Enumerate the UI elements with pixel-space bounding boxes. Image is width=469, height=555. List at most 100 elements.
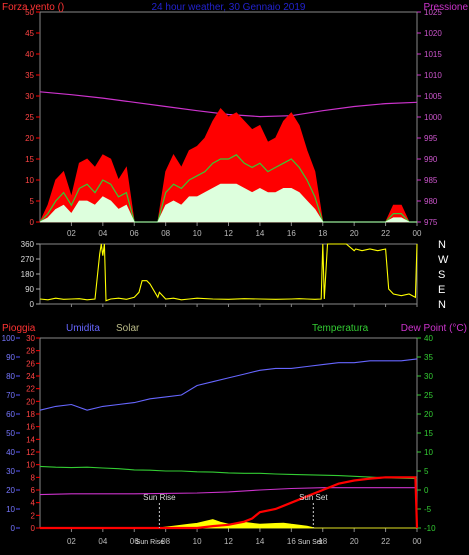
left-tick-label: 5 [30,197,35,206]
x-tick-label: 16 [287,537,296,546]
pioggia-tick-label: 2 [31,511,36,520]
annotation-label-bottom: Sun Rise [136,539,165,546]
x-tick-label: 06 [130,229,139,238]
umidita-tick-label: 70 [6,391,15,400]
pioggia-tick-label: 4 [31,499,36,508]
x-tick-label: 02 [67,229,76,238]
umidita-tick-label: 30 [6,467,15,476]
temp-tick-label: 20 [424,410,433,419]
right-tick-label: 990 [424,155,438,164]
umidita-tick-label: 60 [6,410,15,419]
compass-label: N [438,299,446,311]
pioggia-tick-label: 24 [26,372,35,381]
legend-temperatura: Temperatura [312,323,369,334]
pioggia-tick-label: 12 [26,448,35,457]
x-tick-label: 08 [161,537,170,546]
series-temperatura-line [39,465,418,480]
y-tick-label: 270 [21,255,35,264]
left-tick-label: 0 [30,218,35,227]
umidita-tick-label: 0 [11,524,16,533]
pioggia-tick-label: 30 [26,334,35,343]
x-tick-label: 12 [224,229,233,238]
x-tick-label: 04 [98,537,107,546]
legend-pioggia: Pioggia [2,323,36,334]
pioggia-tick-label: 14 [26,435,35,444]
left-tick-label: 20 [25,134,34,143]
temp-tick-label: 35 [424,353,433,362]
left-tick-label: 15 [25,155,34,164]
right-tick-label: 980 [424,197,438,206]
annotation-label-bottom: Sun Set [298,539,323,546]
temp-tick-label: 10 [424,448,433,457]
compass-label: S [438,269,445,281]
right-tick-label: 1000 [424,113,442,122]
pioggia-tick-label: 28 [26,347,35,356]
series-pioggia-line [40,476,419,530]
series-umidita-line [39,358,418,411]
temp-tick-label: -5 [424,505,432,514]
umidita-tick-label: 10 [6,505,15,514]
rain-humidity-temperature-panel: 0102030405060708090100024681012141618202… [2,323,467,546]
x-tick-label: 12 [224,537,233,546]
x-tick-label: 14 [255,537,264,546]
temp-tick-label: 15 [424,429,433,438]
right-tick-label: 975 [424,218,438,227]
series-dew-point-line [39,487,417,496]
x-tick-label: 10 [193,229,202,238]
x-tick-label: 08 [161,229,170,238]
left-tick-label: 10 [25,176,34,185]
temp-tick-label: -10 [424,524,436,533]
left-tick-label: 25 [25,113,34,122]
pioggia-tick-label: 26 [26,359,35,368]
pioggia-tick-label: 10 [26,461,35,470]
x-tick-label: 22 [381,537,390,546]
umidita-tick-label: 50 [6,429,15,438]
umidita-tick-label: 80 [6,372,15,381]
x-tick-label: 14 [255,229,264,238]
legend-umidita: Umidita [66,323,100,334]
left-tick-label: 50 [25,8,34,17]
y-tick-label: 90 [25,285,34,294]
pioggia-tick-label: 16 [26,423,35,432]
left-tick-label: 45 [25,29,34,38]
x-tick-label: 04 [98,229,107,238]
umidita-tick-label: 40 [6,448,15,457]
umidita-tick-label: 90 [6,353,15,362]
x-tick-label: 16 [287,229,296,238]
x-tick-label: 18 [318,537,327,546]
plot-frame [39,337,418,529]
left-tick-label: 30 [25,92,34,101]
x-tick-label: 06 [130,537,139,546]
pioggia-tick-label: 22 [26,385,35,394]
x-tick-label: 18 [318,229,327,238]
y-tick-label: 360 [21,240,35,249]
left-axis-title: Forza vento () [2,2,64,13]
right-tick-label: 1015 [424,50,442,59]
series-wind-direction-line [39,243,418,302]
annotation-label: Sun Rise [143,493,176,502]
right-tick-label: 985 [424,176,438,185]
chart-title: 24 hour weather, 30 Gennaio 2019 [151,2,305,13]
temp-tick-label: 30 [424,372,433,381]
x-tick-label: 10 [193,537,202,546]
right-tick-label: 1020 [424,29,442,38]
compass-label: E [438,284,445,296]
y-tick-label: 0 [30,300,35,309]
pioggia-tick-label: 18 [26,410,35,419]
right-tick-label: 1010 [424,71,442,80]
x-tick-label: 02 [67,537,76,546]
pioggia-tick-label: 0 [31,524,36,533]
temp-tick-label: 0 [424,486,429,495]
x-tick-label: 20 [350,229,359,238]
series-speed-area [39,183,417,223]
left-tick-label: 40 [25,50,34,59]
y-tick-label: 180 [21,270,35,279]
temp-tick-label: 40 [424,334,433,343]
right-tick-label: 995 [424,134,438,143]
pioggia-tick-label: 8 [31,473,36,482]
legend-dew-point: Dew Point (°C) [401,323,467,334]
right-tick-label: 1005 [424,92,442,101]
left-tick-label: 35 [25,71,34,80]
pioggia-tick-label: 20 [26,397,35,406]
